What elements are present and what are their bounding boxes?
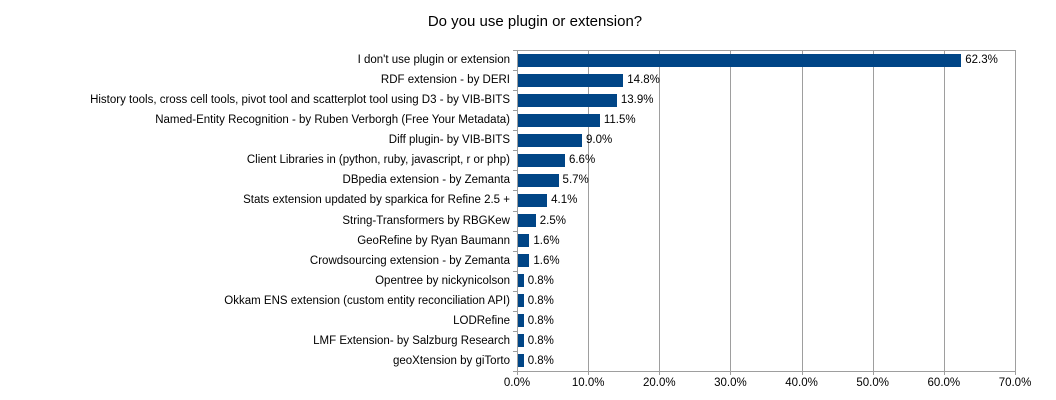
chart-title: Do you use plugin or extension? (427, 13, 643, 30)
category-label: Named-Entity Recognition - by Ruben Verb… (155, 114, 510, 127)
y-axis-tick (513, 170, 517, 172)
category-label: DBpedia extension - by Zemanta (342, 174, 510, 187)
bar (518, 254, 530, 268)
y-axis-line (517, 50, 518, 372)
gridline (1015, 50, 1016, 371)
bar (518, 214, 536, 228)
category-label: Diff plugin- by VIB-BITS (388, 134, 510, 147)
category-label: String-Transformers by RBGKew (342, 214, 510, 227)
bar-value-label: 1.6% (533, 234, 560, 247)
bar-value-label: 2.5% (539, 214, 566, 227)
x-axis-tick (1015, 371, 1016, 375)
bar (518, 133, 583, 147)
y-axis-tick (513, 210, 517, 212)
category-label: Opentree by nickynicolson (375, 274, 510, 287)
y-axis-tick (513, 310, 517, 312)
x-tick-label: 50.0% (856, 377, 889, 389)
bar-value-label: 14.8% (627, 74, 660, 87)
category-label: Crowdsourcing extension - by Zemanta (309, 254, 510, 267)
x-tick-label: 0.0% (503, 377, 531, 389)
bar-value-label: 0.8% (527, 294, 554, 307)
gridline (588, 50, 590, 371)
bar-value-label: 6.6% (568, 154, 596, 167)
bar (518, 274, 524, 288)
bar-value-label: 0.8% (527, 274, 554, 287)
bar (518, 173, 559, 187)
x-axis-tick (517, 371, 518, 375)
y-axis-tick (513, 270, 517, 272)
bar-value-label: 9.0% (586, 134, 613, 147)
x-tick-label: 20.0% (642, 377, 676, 389)
gridline (801, 50, 803, 371)
bar-value-label: 13.9% (620, 94, 654, 107)
y-axis-tick (513, 150, 517, 152)
bar-value-label: 0.8% (527, 334, 554, 347)
category-label: LMF Extension- by Salzburg Research (313, 334, 510, 347)
bar-value-label: 0.8% (527, 314, 554, 327)
x-axis-tick (943, 371, 945, 375)
bar-value-label: 1.6% (533, 254, 560, 267)
bar-value-label: 62.3% (965, 54, 998, 66)
y-axis-tick (513, 130, 517, 132)
bar (518, 234, 530, 248)
y-axis-tick (513, 330, 517, 332)
y-axis-tick (513, 50, 517, 51)
gridline (872, 50, 874, 371)
category-label: RDF extension - by DERI (380, 74, 510, 87)
x-tick-label: 10.0% (571, 377, 605, 389)
bar (518, 153, 565, 167)
y-axis-tick (513, 250, 517, 252)
bar-value-label: 11.5% (603, 114, 636, 127)
gridline (659, 50, 661, 371)
x-axis-line (517, 371, 1016, 372)
x-axis-tick (801, 371, 803, 375)
y-axis-tick (513, 90, 517, 92)
gridline (730, 50, 732, 371)
category-label: Client Libraries in (python, ruby, javas… (246, 154, 510, 167)
bar (518, 53, 962, 67)
x-axis-tick (659, 371, 661, 375)
category-label: geoXtension by giTorto (393, 354, 510, 367)
x-axis-tick (872, 371, 874, 375)
category-label: GeoRefine by Ryan Baumann (357, 234, 510, 247)
bar-value-label: 4.1% (551, 194, 578, 207)
bar (518, 113, 600, 127)
plot-top-border (517, 50, 1015, 51)
bar (518, 93, 617, 107)
x-axis-tick (588, 371, 590, 375)
bar-value-label: 5.7% (562, 174, 589, 187)
y-axis-tick (513, 110, 517, 112)
x-axis-tick (730, 371, 732, 375)
bar (518, 193, 548, 207)
x-tick-label: 70.0% (998, 377, 1032, 389)
y-axis-tick (513, 371, 517, 372)
category-label: I don't use plugin or extension (357, 54, 510, 66)
category-label: LODRefine (453, 314, 510, 327)
gridline (943, 50, 945, 371)
bar (518, 334, 524, 348)
y-axis-tick (513, 70, 517, 72)
x-tick-label: 60.0% (927, 377, 961, 389)
category-label: Okkam ENS extension (custom entity recon… (224, 294, 510, 307)
x-tick-label: 30.0% (714, 377, 747, 389)
category-label: Stats extension updated by sparkica for … (243, 194, 510, 207)
x-tick-label: 40.0% (785, 377, 818, 389)
y-axis-tick (513, 350, 517, 352)
bar-value-label: 0.8% (527, 354, 554, 367)
category-label: History tools, cross cell tools, pivot t… (90, 94, 510, 107)
y-axis-tick (513, 230, 517, 232)
bar (518, 73, 624, 87)
y-axis-tick (513, 190, 517, 192)
bar (518, 294, 524, 308)
bar (518, 314, 524, 328)
y-axis-tick (513, 290, 517, 292)
bar (518, 354, 524, 368)
